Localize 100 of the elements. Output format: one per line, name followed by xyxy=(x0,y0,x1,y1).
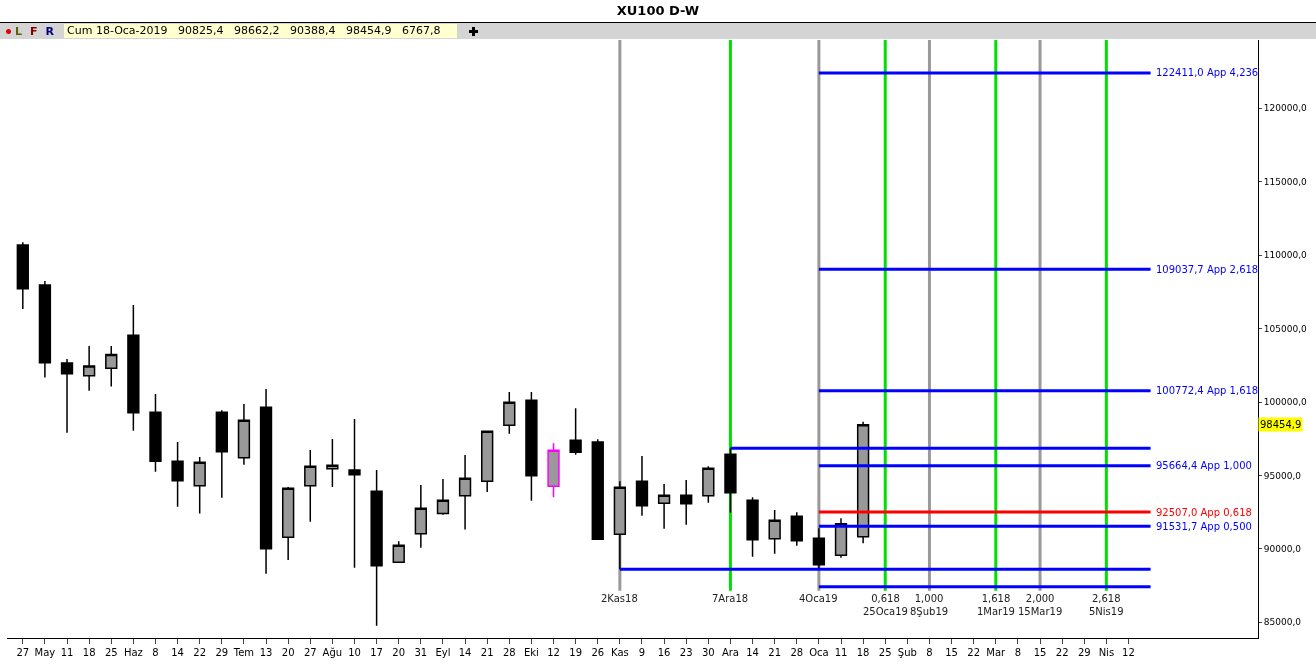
x-tick-label: Nis xyxy=(1098,647,1115,658)
candlestick xyxy=(348,418,361,569)
x-tick-label: 28 xyxy=(790,647,804,658)
candlestick xyxy=(105,345,118,388)
ref-line-label: 2,000 15Mar19 xyxy=(1018,593,1063,617)
x-tick-label: 14 xyxy=(746,647,759,658)
x-tick-label: 8 xyxy=(1014,647,1022,658)
series-label: 95664,4 App 1,000 xyxy=(1156,460,1252,471)
y-tick-label: 95000,0 xyxy=(1263,470,1302,481)
x-tick-label: 23 xyxy=(679,647,693,658)
text: L xyxy=(15,24,23,38)
x-tick-label: 22 xyxy=(967,647,981,658)
candlestick xyxy=(16,241,29,310)
candlestick xyxy=(171,441,184,508)
x-tick-label: Şub xyxy=(897,647,917,658)
x-tick-label: 27 xyxy=(303,647,317,658)
candlestick xyxy=(812,527,826,571)
x-tick-label: 20 xyxy=(392,647,406,658)
candlestick xyxy=(193,456,206,515)
x-tick-label: Eyl xyxy=(435,647,451,658)
x-tick-label: 31 xyxy=(414,647,428,658)
y-tick-label: 120000,0 xyxy=(1263,103,1308,114)
x-tick-label: 30 xyxy=(701,647,715,658)
candlestick xyxy=(60,358,74,434)
candlestick xyxy=(436,478,450,516)
x-tick-label: Tem xyxy=(232,647,255,658)
ref-line-label: 1,000 8Şub19 xyxy=(910,593,949,617)
candlestick xyxy=(790,511,803,547)
x-tick-label: May xyxy=(34,647,56,658)
candlestick xyxy=(746,496,759,558)
series-label: 91531,7 App 0,500 xyxy=(1156,521,1252,532)
candlestick xyxy=(481,430,494,493)
x-tick-label: 29 xyxy=(215,647,229,658)
candlestick xyxy=(215,409,228,499)
candlestick xyxy=(281,486,295,561)
ref-line-label: 2,618 5Nis19 xyxy=(1089,593,1124,617)
candlestick xyxy=(503,391,516,435)
ref-line-label: 7Ara18 xyxy=(712,593,749,604)
x-tick-label: 8 xyxy=(152,647,159,658)
x-tick-label: 22 xyxy=(1055,647,1069,658)
candlestick xyxy=(569,407,582,456)
x-tick-label: 16 xyxy=(657,647,671,658)
x-tick-label: 15 xyxy=(1033,647,1047,658)
candlestick xyxy=(635,455,649,517)
x-tick-label: Oca xyxy=(809,647,829,658)
x-tick-label: 9 xyxy=(638,647,646,658)
x-tick-label: Ağu xyxy=(322,647,343,658)
candlestick xyxy=(326,438,339,488)
x-tick-label: 11 xyxy=(60,647,74,658)
annotation: 98454,9 xyxy=(1260,419,1302,430)
candlestick xyxy=(304,449,317,523)
candlestick xyxy=(82,345,96,392)
chart-title: XU100 D-W xyxy=(0,0,1316,23)
x-tick-label: 12 xyxy=(547,647,560,658)
x-tick-label: 21 xyxy=(480,647,494,658)
ref-line-label: 0,618 25Oca19 xyxy=(863,593,908,617)
x-tick-label: 11 xyxy=(834,647,848,658)
candlestick xyxy=(458,454,472,531)
x-tick-label: 27 xyxy=(16,647,30,658)
x-tick-label: 12 xyxy=(1122,647,1135,658)
x-tick-label: Eki xyxy=(523,647,539,658)
x-tick-label: 20 xyxy=(281,647,295,658)
x-tick-label: 25 xyxy=(104,647,118,658)
x-tick-label: 25 xyxy=(878,647,892,658)
text: F xyxy=(30,24,38,38)
ref-line-label: 2Kas18 xyxy=(601,593,638,604)
x-tick-label: 19 xyxy=(569,647,583,658)
x-tick-label: 8 xyxy=(926,647,933,658)
x-tick-label: 18 xyxy=(856,647,870,658)
x-tick-label: 17 xyxy=(370,647,383,658)
y-tick-label: 110000,0 xyxy=(1263,250,1308,261)
candlestick xyxy=(414,484,428,549)
series-label: 100772,4 App 1,618 xyxy=(1156,385,1259,396)
ref-line-label: 1,618 1Mar19 xyxy=(977,593,1015,617)
candlestick xyxy=(724,447,737,514)
candlestick xyxy=(237,403,251,466)
candlestick xyxy=(702,465,715,504)
x-tick-label: 14 xyxy=(458,647,472,658)
x-tick-label: 18 xyxy=(82,647,96,658)
candlestick xyxy=(392,540,405,563)
text: Cum 18-Oca-2019 90825,4 98662,2 90388,4 98454,9 6767,8 xyxy=(64,24,458,38)
x-tick-label: 15 xyxy=(945,647,958,658)
y-tick-label: 90000,0 xyxy=(1263,544,1302,555)
text: R xyxy=(45,24,55,38)
candlestick xyxy=(149,393,162,473)
y-tick-label: 85000,0 xyxy=(1263,617,1302,628)
candlestick xyxy=(370,469,383,627)
x-tick-label: 14 xyxy=(171,647,184,658)
x-tick-label: Kas xyxy=(610,647,629,658)
x-tick-label: 21 xyxy=(768,647,782,658)
series-label: 109037,7 App 2,618 xyxy=(1156,264,1259,275)
candlestick xyxy=(768,509,781,555)
candlestick xyxy=(591,438,604,541)
x-tick-label: 10 xyxy=(348,647,361,658)
y-tick-label: 105000,0 xyxy=(1263,323,1308,334)
candlestick xyxy=(259,388,273,575)
candlestick xyxy=(525,391,538,502)
x-tick-label: 26 xyxy=(591,647,605,658)
y-tick-label: 115000,0 xyxy=(1263,176,1308,187)
x-tick-label: Haz xyxy=(123,647,143,658)
